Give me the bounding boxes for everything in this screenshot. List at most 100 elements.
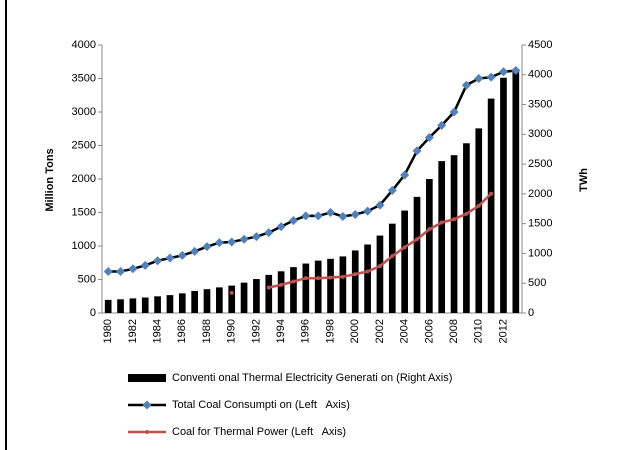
bar bbox=[426, 179, 433, 313]
marker bbox=[437, 120, 447, 130]
y-axis-title: Million Tons bbox=[44, 148, 56, 211]
bar bbox=[154, 296, 161, 313]
x-tick-label: 1996 bbox=[300, 319, 312, 343]
bar bbox=[339, 256, 347, 313]
y2-tick-label: 3500 bbox=[528, 98, 552, 110]
marker bbox=[303, 276, 308, 281]
y2-tick-label: 4500 bbox=[528, 39, 552, 51]
legend-label: Conventi onal Thermal Electricity Genera… bbox=[172, 372, 452, 384]
marker bbox=[390, 254, 395, 259]
marker bbox=[452, 217, 457, 222]
bar bbox=[253, 279, 260, 313]
x-tick-label: 2010 bbox=[473, 319, 485, 343]
marker bbox=[402, 245, 407, 250]
x-tick-label: 1984 bbox=[151, 319, 163, 343]
bar bbox=[117, 299, 124, 313]
marker bbox=[400, 170, 410, 180]
x-tick-label: 1980 bbox=[102, 319, 114, 343]
y2-tick-label: 500 bbox=[528, 277, 546, 289]
marker bbox=[153, 256, 163, 266]
bar bbox=[512, 68, 520, 313]
marker bbox=[464, 211, 469, 216]
y2-tick-label: 2500 bbox=[528, 158, 552, 170]
bar bbox=[216, 287, 223, 313]
legend-label: Total Coal Consumpti on (Left Axis) bbox=[172, 399, 350, 411]
bar bbox=[463, 143, 470, 313]
marker bbox=[128, 264, 138, 274]
x-tick-label: 1988 bbox=[201, 319, 213, 343]
marker bbox=[279, 282, 284, 287]
marker bbox=[415, 237, 419, 242]
x-tick-label: 1998 bbox=[324, 319, 336, 343]
marker bbox=[288, 216, 298, 226]
y-tick-label: 4000 bbox=[72, 39, 96, 51]
marker bbox=[439, 220, 444, 225]
marker bbox=[461, 80, 471, 90]
x-tick-label: 1986 bbox=[176, 319, 188, 343]
marker bbox=[474, 74, 484, 83]
marker bbox=[165, 253, 175, 263]
x-tick-label: 2008 bbox=[448, 319, 460, 343]
marker bbox=[412, 146, 422, 156]
marker bbox=[266, 285, 271, 290]
bar bbox=[141, 297, 149, 313]
marker bbox=[177, 250, 187, 260]
y-tick-label: 500 bbox=[78, 273, 96, 285]
marker bbox=[511, 65, 521, 75]
marker bbox=[116, 266, 126, 276]
y-tick-label: 1500 bbox=[72, 206, 96, 218]
marker bbox=[313, 211, 323, 221]
bar bbox=[240, 282, 248, 313]
x-tick-label: 2004 bbox=[399, 319, 411, 343]
marker bbox=[486, 72, 496, 82]
y2-tick-label: 0 bbox=[528, 307, 534, 319]
y2-tick-label: 4000 bbox=[528, 69, 552, 81]
bar bbox=[327, 258, 334, 313]
marker bbox=[229, 290, 234, 295]
bar bbox=[475, 128, 483, 313]
bar bbox=[314, 260, 322, 313]
y-tick-label: 0 bbox=[90, 307, 96, 319]
bar bbox=[487, 98, 495, 313]
marker bbox=[316, 276, 321, 281]
marker bbox=[140, 260, 150, 270]
bar bbox=[376, 235, 384, 313]
bar bbox=[290, 267, 297, 313]
legend-label: Coal for Thermal Power (Left Axis) bbox=[172, 426, 346, 438]
marker bbox=[326, 208, 336, 217]
bar bbox=[413, 196, 421, 313]
marker bbox=[264, 228, 274, 238]
marker bbox=[365, 269, 370, 274]
marker bbox=[301, 211, 311, 221]
y-tick-label: 2000 bbox=[72, 173, 96, 185]
marker bbox=[377, 264, 382, 269]
marker bbox=[202, 242, 212, 252]
bar bbox=[228, 285, 236, 313]
y2-tick-label: 1000 bbox=[528, 247, 552, 259]
y2-tick-label: 1500 bbox=[528, 218, 552, 230]
bar bbox=[351, 250, 359, 313]
bar bbox=[191, 290, 198, 313]
marker bbox=[363, 206, 373, 216]
bar bbox=[178, 293, 186, 313]
marker bbox=[387, 185, 397, 195]
marker bbox=[427, 227, 432, 232]
marker bbox=[239, 234, 249, 244]
x-tick-label: 2002 bbox=[374, 319, 386, 343]
marker bbox=[190, 246, 200, 256]
marker bbox=[489, 191, 494, 196]
marker bbox=[291, 279, 296, 284]
bar bbox=[388, 223, 396, 313]
bar bbox=[104, 299, 112, 313]
x-tick-label: 2006 bbox=[423, 319, 435, 343]
line bbox=[108, 69, 516, 273]
y2-tick-label: 3000 bbox=[528, 128, 552, 140]
bar bbox=[277, 271, 285, 313]
marker bbox=[424, 132, 434, 142]
bar bbox=[166, 295, 174, 313]
marker bbox=[214, 238, 224, 248]
marker bbox=[449, 107, 459, 117]
bar bbox=[203, 289, 211, 313]
marker bbox=[338, 212, 348, 222]
